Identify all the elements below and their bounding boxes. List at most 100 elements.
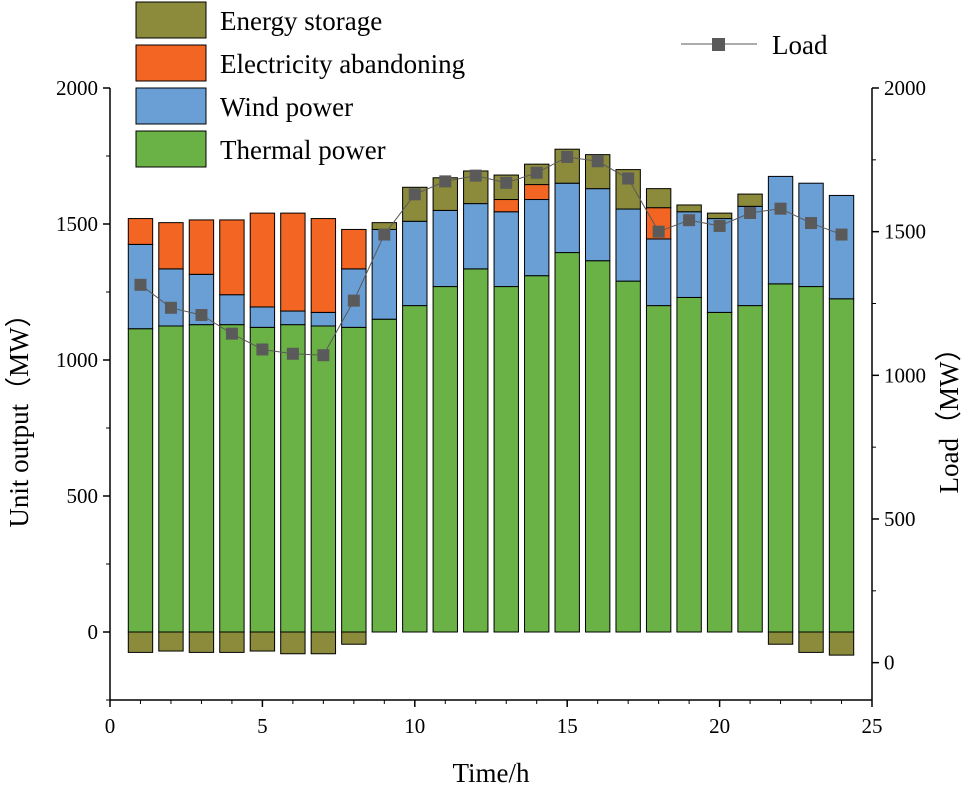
bar-thermal-power-10: [402, 305, 428, 633]
bar-energy-storage-24: [828, 631, 855, 656]
y-left-tick-label-2000: 2000: [56, 76, 98, 100]
bar-energy-storage-18: [645, 188, 672, 209]
y-right-tick-label-2000: 2000: [884, 76, 926, 100]
y-right-tick-label-0: 0: [884, 651, 895, 675]
load-marker-9: [378, 228, 391, 241]
bar-wind-power-4: [219, 294, 245, 326]
bar-energy-storage-2: [158, 631, 184, 652]
bar-energy-storage-20: [706, 212, 733, 220]
bar-thermal-power-20: [706, 311, 733, 633]
bar-thermal-power-2: [158, 325, 184, 633]
load-marker-13: [500, 176, 513, 189]
y-left-tick-label-500: 500: [67, 484, 99, 508]
bar-wind-power-11: [432, 209, 458, 288]
x-tick-label-20: 20: [709, 714, 730, 738]
load-marker-5: [256, 343, 269, 356]
bar-energy-storage-6: [280, 631, 306, 655]
x-axis-title: Time/h: [452, 758, 530, 788]
bar-thermal-power-19: [676, 296, 702, 633]
load-marker-24: [835, 228, 848, 241]
bar-thermal-power-18: [645, 305, 672, 633]
bar-wind-power-16: [584, 188, 611, 262]
legend-label-energy-storage: Energy storage: [220, 6, 382, 36]
load-marker-14: [530, 166, 543, 179]
load-marker-15: [561, 150, 574, 163]
bar-wind-power-23: [798, 182, 824, 288]
bar-wind-power-7: [310, 311, 337, 327]
load-marker-11: [439, 175, 452, 188]
load-marker-6: [286, 347, 299, 360]
bar-wind-power-18: [645, 238, 672, 307]
bar-wind-power-22: [767, 175, 794, 285]
y-axis-right-title: Load（MW）: [934, 335, 964, 494]
bar-energy-storage-23: [798, 631, 824, 653]
y-right-tick-label-500: 500: [884, 507, 916, 531]
legend-label-electricity-abandoning: Electricity abandoning: [220, 49, 465, 79]
load-marker-10: [408, 188, 421, 201]
bar-thermal-power-7: [310, 325, 337, 633]
load-marker-20: [713, 219, 726, 232]
load-marker-8: [347, 294, 360, 307]
load-marker-17: [622, 172, 635, 185]
legend-label-wind-power: Wind power: [220, 92, 353, 122]
legend-label-load: Load: [772, 30, 828, 60]
load-marker-12: [469, 169, 482, 182]
load-marker-3: [195, 308, 208, 321]
bar-energy-storage-7: [310, 631, 337, 655]
bar-thermal-power-3: [188, 324, 215, 633]
bar-thermal-power-1: [127, 328, 154, 633]
bar-energy-storage-21: [737, 193, 763, 207]
bar-wind-power-14: [524, 199, 550, 277]
y-left-tick-label-1500: 1500: [56, 212, 98, 236]
bar-thermal-power-16: [584, 260, 611, 633]
load-marker-22: [774, 202, 787, 215]
bar-electricity-abandoning-13: [493, 199, 519, 213]
load-marker-16: [591, 155, 604, 168]
bar-wind-power-17: [615, 208, 641, 282]
bar-electricity-abandoning-6: [280, 212, 306, 312]
bar-electricity-abandoning-1: [127, 218, 154, 245]
load-marker-1: [134, 278, 147, 291]
bar-wind-power-9: [371, 228, 398, 320]
bar-electricity-abandoning-8: [341, 228, 367, 270]
y-axis-left-title: Unit output（MW）: [4, 300, 34, 527]
load-marker-4: [225, 327, 238, 340]
bar-wind-power-6: [280, 310, 306, 326]
bar-energy-storage-1: [127, 631, 154, 653]
bar-energy-storage-4: [219, 631, 245, 653]
x-tick-label-0: 0: [105, 714, 116, 738]
bar-thermal-power-4: [219, 324, 245, 633]
bar-thermal-power-8: [341, 326, 367, 633]
x-tick-label-25: 25: [862, 714, 883, 738]
bar-thermal-power-15: [554, 252, 580, 633]
legend-swatch-energy-storage: [135, 1, 207, 39]
bar-thermal-power-24: [828, 298, 855, 633]
x-tick-label-10: 10: [404, 714, 425, 738]
y-left-tick-label-1000: 1000: [56, 348, 98, 372]
y-left-tick-label-0: 0: [88, 620, 99, 644]
load-marker-23: [805, 217, 818, 230]
load-line-layer: [134, 150, 848, 362]
x-tick-label-15: 15: [557, 714, 578, 738]
x-tick-label-5: 5: [257, 714, 268, 738]
load-line: [140, 156, 842, 356]
bar-thermal-power-12: [463, 268, 489, 633]
bar-wind-power-2: [158, 268, 184, 327]
bar-energy-storage-19: [676, 204, 702, 213]
bar-energy-storage-8: [341, 631, 367, 645]
bar-wind-power-12: [463, 203, 489, 270]
legend-swatch-electricity-abandoning: [135, 44, 207, 82]
bar-thermal-power-11: [432, 286, 458, 633]
bar-wind-power-13: [493, 211, 519, 288]
axes-layer: 0 5 10 15 20 25 0 500 1000 1500 2000 0 500 1000 1500 20…: [56, 76, 926, 738]
bar-thermal-power-5: [249, 326, 276, 633]
legend-load-marker: [712, 38, 725, 51]
bar-wind-power-10: [402, 220, 428, 307]
bar-thermal-power-23: [798, 286, 824, 633]
bar-wind-power-24: [828, 194, 855, 300]
bar-wind-power-21: [737, 205, 763, 307]
legend-swatch-thermal-power: [135, 130, 207, 168]
bar-energy-storage-22: [767, 631, 794, 645]
bar-electricity-abandoning-5: [249, 212, 276, 308]
